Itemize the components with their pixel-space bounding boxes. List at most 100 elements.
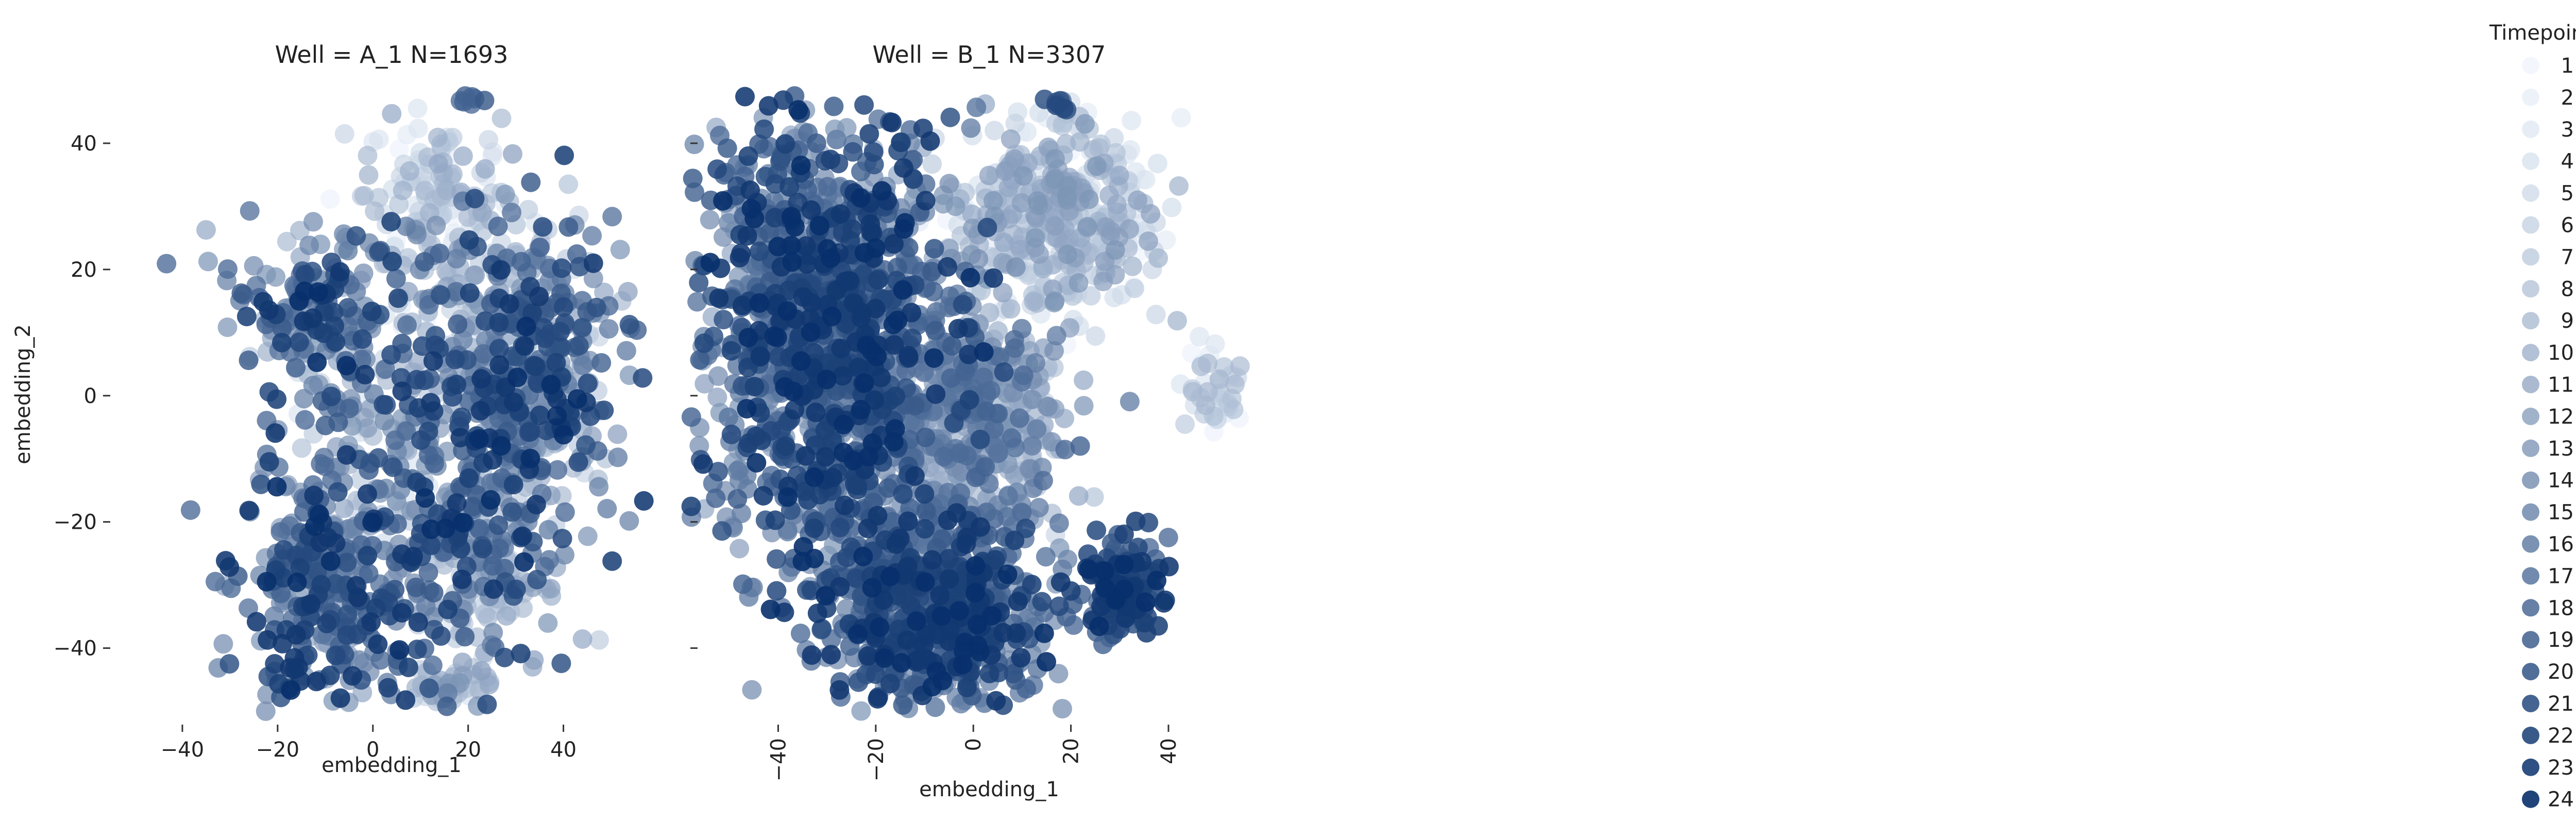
scatter-point (520, 448, 540, 468)
scatter-point (406, 370, 427, 390)
scatter-point (527, 569, 547, 590)
scatter-point (452, 407, 471, 427)
scatter-point (471, 369, 492, 389)
scatter-point (358, 145, 378, 165)
scatter-point (804, 467, 824, 487)
scatter-point (979, 663, 999, 683)
scatter-point (837, 547, 857, 567)
legend-marker (2522, 663, 2539, 681)
scatter-point (597, 499, 617, 518)
scatter-point (1121, 140, 1141, 160)
scatter-point (893, 695, 913, 715)
scatter-point (894, 158, 913, 178)
scatter-point (392, 381, 412, 401)
legend-label: 22 (2548, 724, 2574, 748)
scatter-point (830, 517, 850, 538)
scatter-point (423, 351, 443, 371)
x-tick-label: −40 (767, 738, 790, 781)
scatter-point (758, 96, 778, 116)
scatter-point (526, 356, 546, 376)
scatter-point (289, 332, 309, 352)
scatter-point (337, 625, 357, 645)
scatter-point (396, 690, 416, 710)
scatter-point (447, 375, 467, 395)
scatter-point (374, 395, 394, 415)
scatter-point (922, 550, 942, 570)
scatter-point (381, 212, 401, 232)
scatter-point (746, 426, 766, 446)
scatter-point (1004, 664, 1024, 684)
scatter-point (1033, 471, 1053, 491)
scatter-point (273, 633, 293, 654)
scatter-point (858, 518, 878, 539)
scatter-point (294, 311, 314, 331)
scatter-point (984, 268, 1004, 288)
scatter-point (854, 243, 874, 263)
scatter-point (502, 203, 521, 223)
scatter-point (797, 254, 817, 274)
scatter-point (314, 323, 334, 343)
scatter-point (473, 344, 494, 364)
scatter-point (1114, 524, 1134, 544)
scatter-point (488, 216, 508, 237)
legend-label: 18 (2548, 596, 2574, 620)
scatter-point (397, 315, 417, 335)
scatter-point (453, 146, 473, 166)
scatter-point (548, 460, 568, 480)
scatter-point (465, 265, 485, 285)
scatter-point (949, 601, 969, 621)
scatter-point (337, 552, 357, 573)
scatter-point (359, 165, 379, 185)
scatter-point (541, 579, 561, 599)
scatter-point (866, 664, 886, 684)
scatter-point (1001, 299, 1021, 319)
scatter-point (1069, 486, 1089, 506)
scatter-point (368, 634, 388, 654)
scatter-point (1169, 176, 1189, 196)
scatter-point (878, 478, 898, 498)
scatter-point (1037, 652, 1056, 672)
scatter-point (1209, 369, 1229, 389)
scatter-point (436, 180, 456, 200)
scatter-point (727, 461, 748, 481)
scatter-point (843, 142, 863, 162)
legend-label: 21 (2548, 692, 2574, 716)
scatter-point (619, 511, 639, 531)
scatter-point (1045, 169, 1065, 189)
scatter-point (1034, 623, 1054, 643)
scatter-point (957, 678, 977, 697)
scatter-point (816, 586, 836, 606)
scatter-point (737, 226, 757, 246)
x-axis: −40 −20 0 20 40 (161, 725, 577, 762)
scatter-point (481, 490, 501, 510)
scatter-point (330, 688, 350, 708)
scatter-point (1036, 547, 1056, 567)
scatter-point (407, 640, 427, 659)
scatter-point (349, 650, 369, 670)
scatter-point (1095, 578, 1115, 598)
scatter-point (196, 220, 216, 240)
scatter-point (1005, 530, 1025, 550)
scatter-point (738, 146, 758, 166)
scatter-point (791, 351, 811, 371)
scatter-point (459, 230, 479, 250)
scatter-point (894, 219, 914, 239)
scatter-point (937, 257, 957, 277)
scatter-point (431, 626, 451, 646)
scatter-point (1079, 559, 1099, 579)
scatter-point (993, 623, 1013, 643)
scatter-point (318, 528, 338, 548)
scatter-point (359, 563, 379, 583)
scatter-point (1128, 190, 1147, 210)
scatter-point (358, 546, 378, 565)
scatter-point (618, 282, 638, 301)
scatter-point (365, 201, 385, 221)
scatter-point (483, 450, 502, 470)
scatter-point (430, 243, 450, 263)
scatter-point (267, 477, 287, 497)
scatter-point (1225, 374, 1245, 394)
scatter-point (428, 154, 448, 174)
scatter-point (1230, 356, 1250, 376)
scatter-point (477, 694, 497, 714)
scatter-point (213, 634, 233, 654)
